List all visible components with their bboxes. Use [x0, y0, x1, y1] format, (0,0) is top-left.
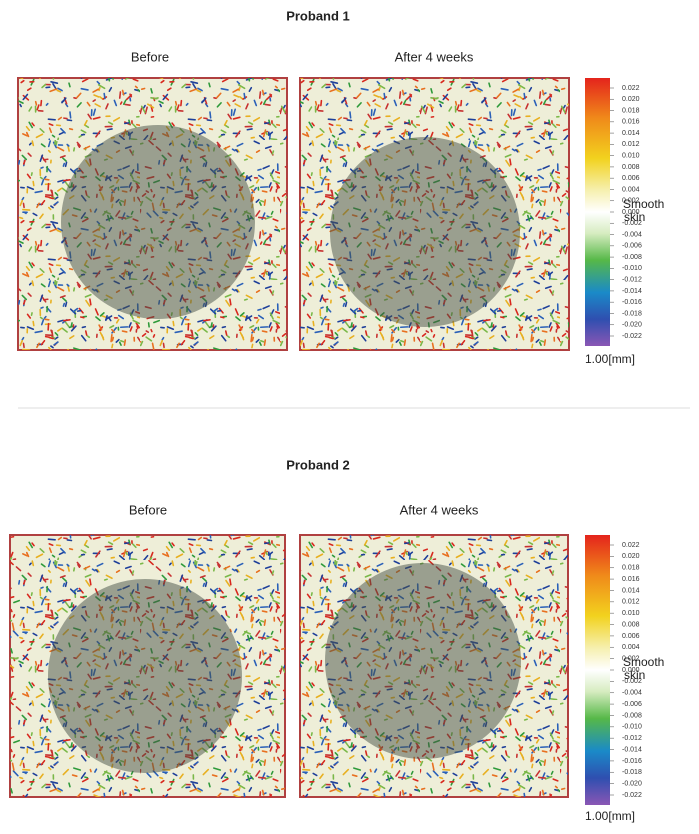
colorbar-label: 0.008 — [622, 621, 640, 628]
image-label: Before — [131, 49, 169, 64]
colorbar-label: 0.010 — [622, 610, 640, 617]
colorbar-label: 0.014 — [622, 587, 640, 594]
colorbar-label: 0.006 — [622, 175, 640, 182]
annotation-line: Smooth — [623, 655, 664, 669]
annotation-line: skin — [624, 210, 645, 224]
colorbar-label: -0.016 — [622, 299, 642, 306]
image-label: After 4 weeks — [395, 49, 474, 64]
measurement-area — [330, 137, 520, 327]
colorbar-label: -0.012 — [622, 735, 642, 742]
colorbar-label: -0.004 — [622, 690, 642, 697]
colorbar-label: 0.014 — [622, 130, 640, 137]
colorbar-label: -0.018 — [622, 769, 642, 776]
colorbar-label: -0.008 — [622, 254, 642, 261]
scale-label: 1.00[mm] — [585, 809, 635, 823]
colorbar-label: 0.004 — [622, 644, 640, 651]
measurement-area — [325, 563, 521, 759]
colorbar-label: 0.010 — [622, 152, 640, 159]
colorbar-label: -0.014 — [622, 288, 642, 295]
scale-label: 1.00[mm] — [585, 352, 635, 366]
measurement-area — [61, 125, 255, 319]
colorbar-label: 0.012 — [622, 599, 640, 606]
colorbar-label: 0.018 — [622, 107, 640, 114]
colorbar-label: 0.016 — [622, 576, 640, 583]
page: Proband 1 Before After 4 weeks 0.022 0.020 0.… — [0, 0, 699, 834]
colorbar-label: -0.006 — [622, 701, 642, 708]
image-label: Before — [129, 502, 167, 517]
colorbar-label: -0.006 — [622, 243, 642, 250]
panel-title: Proband 1 — [286, 8, 350, 23]
colorbar-label: 0.018 — [622, 565, 640, 572]
colorbar-label: 0.020 — [622, 553, 640, 560]
figure: Proband 1 Before After 4 weeks 0.022 0.020 0.… — [0, 0, 699, 829]
colorbar-label: 0.022 — [622, 542, 640, 549]
annotation-line: Smooth — [623, 197, 664, 211]
colorbar-label: -0.016 — [622, 758, 642, 765]
colorbar-label: 0.016 — [622, 119, 640, 126]
annotation-line: skin — [624, 668, 645, 682]
colorbar-label: -0.022 — [622, 333, 642, 340]
colorbar-label: -0.020 — [622, 322, 642, 329]
colorbar-label: 0.008 — [622, 164, 640, 171]
colorbar-label: 0.022 — [622, 85, 640, 92]
colorbar-label: 0.020 — [622, 96, 640, 103]
image-label: After 4 weeks — [400, 502, 479, 517]
colorbar-label: -0.012 — [622, 276, 642, 283]
measurement-area — [48, 579, 242, 773]
colorbar-label: -0.022 — [622, 792, 642, 799]
colorbar-label: -0.010 — [622, 265, 642, 272]
panel-title: Proband 2 — [286, 457, 350, 472]
colorbar — [585, 535, 610, 805]
colorbar-label: -0.004 — [622, 231, 642, 238]
colorbar-label: -0.020 — [622, 780, 642, 787]
colorbar — [585, 78, 610, 346]
colorbar-label: -0.008 — [622, 712, 642, 719]
colorbar-label: 0.004 — [622, 186, 640, 193]
colorbar-label: 0.012 — [622, 141, 640, 148]
colorbar-label: -0.018 — [622, 310, 642, 317]
colorbar-label: -0.014 — [622, 746, 642, 753]
colorbar-label: 0.006 — [622, 633, 640, 640]
colorbar-label: -0.010 — [622, 724, 642, 731]
